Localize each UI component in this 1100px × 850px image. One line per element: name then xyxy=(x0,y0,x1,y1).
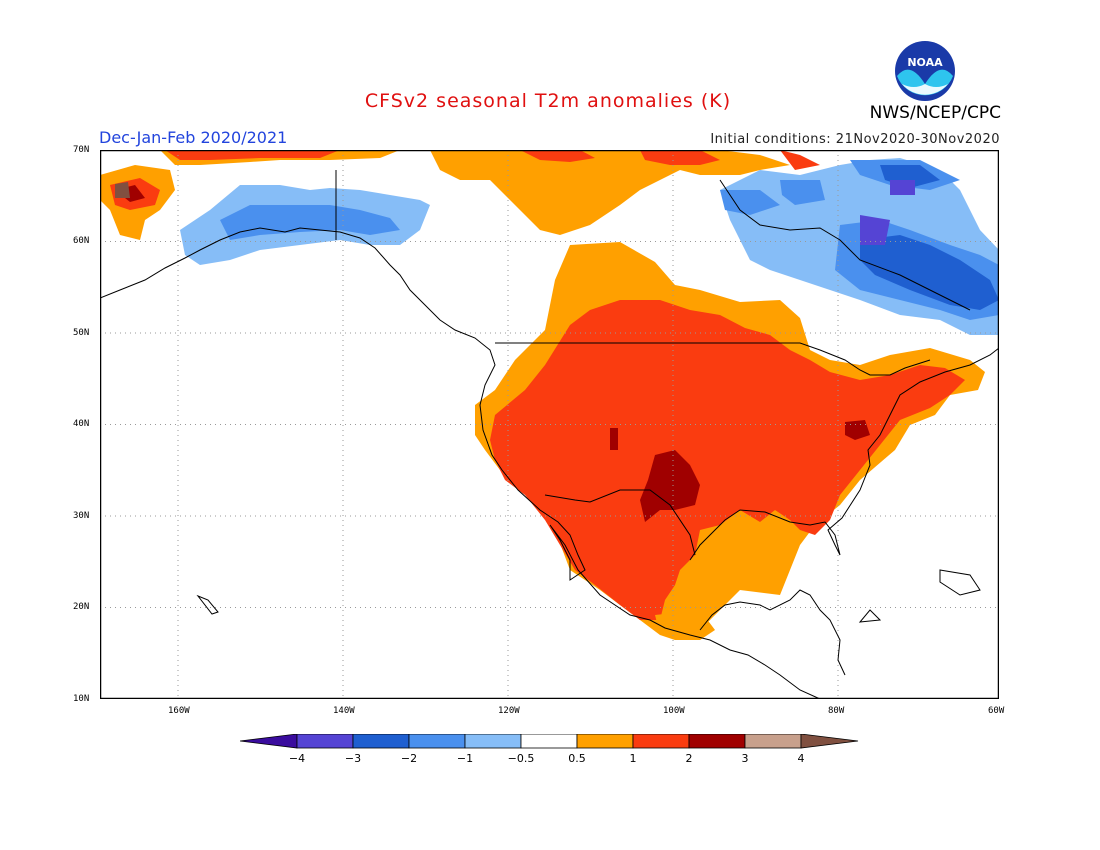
colorbar-tick-label: 4 xyxy=(797,752,805,765)
colorbar-box xyxy=(408,734,466,749)
lon-label: 140W xyxy=(333,706,355,716)
lon-label: 120W xyxy=(498,706,520,716)
colorbar-tick-label: −2 xyxy=(400,752,418,765)
agency-label: NWS/NCEP/CPC xyxy=(869,103,1001,123)
colorbar-box xyxy=(520,734,578,749)
coastlines xyxy=(100,170,999,699)
colorbar xyxy=(240,734,859,749)
lat-label: 60N xyxy=(73,236,90,246)
lat-label: 10N xyxy=(73,694,90,704)
lat-label: 50N xyxy=(73,328,90,338)
colorbar-arrow-high xyxy=(800,734,859,749)
colorbar-tick-label: −4 xyxy=(288,752,306,765)
colorbar-tick-label: −3 xyxy=(344,752,362,765)
colorbar-box xyxy=(296,734,354,749)
colorbar-tick-label: −1 xyxy=(456,752,474,765)
season-label: Dec-Jan-Feb 2020/2021 xyxy=(99,128,288,147)
lon-label: 100W xyxy=(663,706,685,716)
lat-label: 20N xyxy=(73,602,90,612)
lat-label: 70N xyxy=(73,145,90,155)
noaa-logo-icon: NOAA xyxy=(895,41,955,101)
colorbar-tick-label: 1 xyxy=(629,752,637,765)
colorbar-tick-label: 0.5 xyxy=(568,752,586,765)
colorbar-box xyxy=(744,734,802,749)
colorbar-tick-label: 3 xyxy=(741,752,749,765)
colorbar-box xyxy=(632,734,690,749)
anomaly-map xyxy=(100,150,999,699)
lon-label: 60W xyxy=(988,706,1005,716)
colorbar-box xyxy=(464,734,522,749)
lat-label: 30N xyxy=(73,511,90,521)
colorbar-box xyxy=(688,734,746,749)
noaa-logo-text: NOAA xyxy=(907,56,943,69)
lon-label: 160W xyxy=(168,706,190,716)
colorbar-tick-label: −0.5 xyxy=(507,752,535,765)
colorbar-box xyxy=(352,734,410,749)
anomaly-shading xyxy=(100,150,999,640)
colorbar-tick-label: 2 xyxy=(685,752,693,765)
colorbar-arrow-low xyxy=(240,734,298,749)
map-title: CFSv2 seasonal T2m anomalies (K) xyxy=(364,90,732,112)
colorbar-box xyxy=(576,734,634,749)
initial-conditions-label: Initial conditions: 21Nov2020-30Nov2020 xyxy=(710,132,1000,147)
lat-label: 40N xyxy=(73,419,90,429)
lon-label: 80W xyxy=(828,706,845,716)
